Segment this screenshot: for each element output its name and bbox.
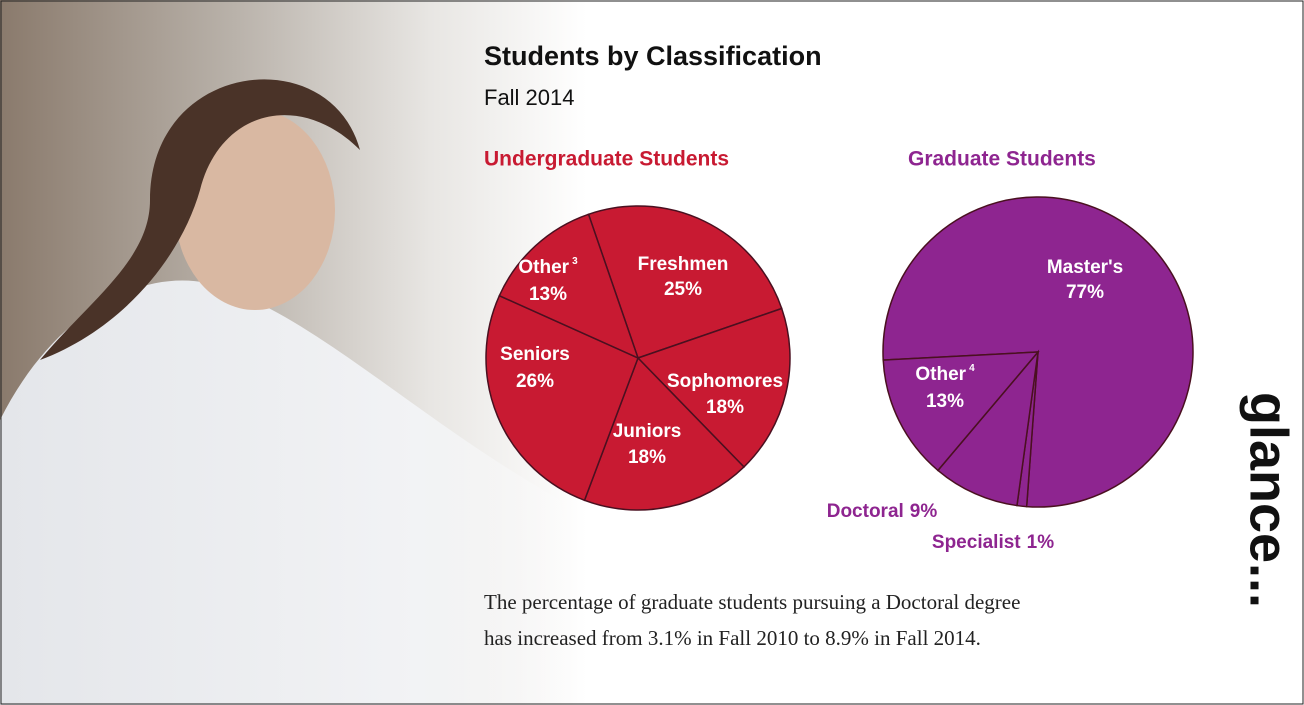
slice-label: Juniors <box>613 421 682 442</box>
value-label: 77% <box>1066 282 1104 303</box>
category-name: Master's <box>1047 257 1123 278</box>
category-name: Other <box>518 257 569 278</box>
photo-hair <box>40 79 360 360</box>
value-label: 18% <box>706 397 744 418</box>
footnote-marker: 3 <box>572 256 578 267</box>
pie-title: Graduate Students <box>908 148 1096 171</box>
value-label: 26% <box>516 371 554 392</box>
subtitle: Fall 2014 <box>484 85 575 110</box>
category-name: Freshmen <box>638 254 729 275</box>
slice-label: Specialist 1% <box>932 532 1054 553</box>
value-label: 9% <box>910 501 938 522</box>
pie-slice <box>587 205 783 359</box>
note-line: The percentage of graduate students purs… <box>484 590 1020 614</box>
slice-label: Freshmen <box>638 254 729 275</box>
value-label: 18% <box>628 447 666 468</box>
note-line: has increased from 3.1% in Fall 2010 to … <box>484 626 981 650</box>
slice-label: Master's <box>1047 257 1123 278</box>
slice-label: Doctoral 9% <box>827 501 938 522</box>
photo-coat <box>0 280 600 705</box>
photo-face <box>175 110 335 310</box>
value-label: 25% <box>664 279 702 300</box>
side-text: glance... <box>1239 392 1299 608</box>
value-label: 1% <box>1027 532 1055 553</box>
pie-slice <box>882 351 1040 472</box>
value-label: 13% <box>529 284 567 305</box>
pie-slice <box>936 349 1040 507</box>
category-name: Sophomores <box>667 371 783 392</box>
slice-label: Other 3 <box>518 256 578 278</box>
category-name: Specialist <box>932 532 1021 553</box>
title: Students by Classification <box>484 41 822 71</box>
value-label: 13% <box>926 391 964 412</box>
slice-label: Sophomores <box>667 371 783 392</box>
slice-label: Seniors <box>500 344 570 365</box>
slice-label: Other 4 <box>915 363 975 385</box>
category-name: Seniors <box>500 344 570 365</box>
category-name: Doctoral <box>827 501 904 522</box>
pie-title: Undergraduate Students <box>484 148 729 171</box>
pie-slice <box>485 294 639 502</box>
category-name: Other <box>915 364 966 385</box>
category-name: Juniors <box>613 421 682 442</box>
footnote-marker: 4 <box>969 363 975 374</box>
pie-slice <box>498 213 640 360</box>
pie-slice <box>636 307 791 469</box>
